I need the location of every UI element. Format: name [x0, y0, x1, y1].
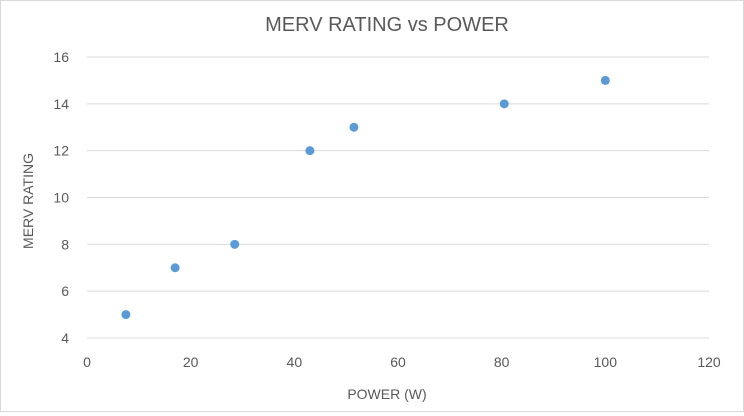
data-point [600, 75, 610, 85]
data-point [305, 146, 315, 156]
y-tick-label: 4 [61, 330, 69, 346]
data-point [170, 263, 180, 273]
x-tick-label: 120 [697, 354, 721, 370]
y-tick-label: 8 [61, 236, 69, 252]
data-point [121, 310, 131, 320]
chart-title: MERV RATING vs POWER [265, 14, 509, 36]
y-tick-label: 10 [53, 190, 69, 206]
x-tick-label: 0 [83, 354, 91, 370]
gridlines [87, 56, 709, 339]
y-tick-label: 6 [61, 283, 69, 299]
x-tick-label: 20 [183, 354, 199, 370]
y-tick-label: 16 [53, 49, 69, 65]
data-point [349, 122, 359, 132]
data-point [230, 239, 240, 249]
x-tick-label: 60 [390, 354, 406, 370]
x-tick-label: 100 [594, 354, 618, 370]
y-tick-label: 14 [53, 96, 69, 112]
data-points [121, 75, 610, 320]
y-tick-labels: 4 6 8 10 12 14 16 [53, 49, 69, 346]
x-tick-labels: 0 20 40 60 80 100 120 [83, 354, 721, 370]
x-tick-label: 80 [494, 354, 510, 370]
x-axis-title: POWER (W) [347, 386, 426, 402]
data-point [499, 99, 509, 109]
y-axis-title: MERV RATING [20, 153, 36, 249]
x-tick-label: 40 [287, 354, 303, 370]
y-tick-label: 12 [53, 143, 69, 159]
